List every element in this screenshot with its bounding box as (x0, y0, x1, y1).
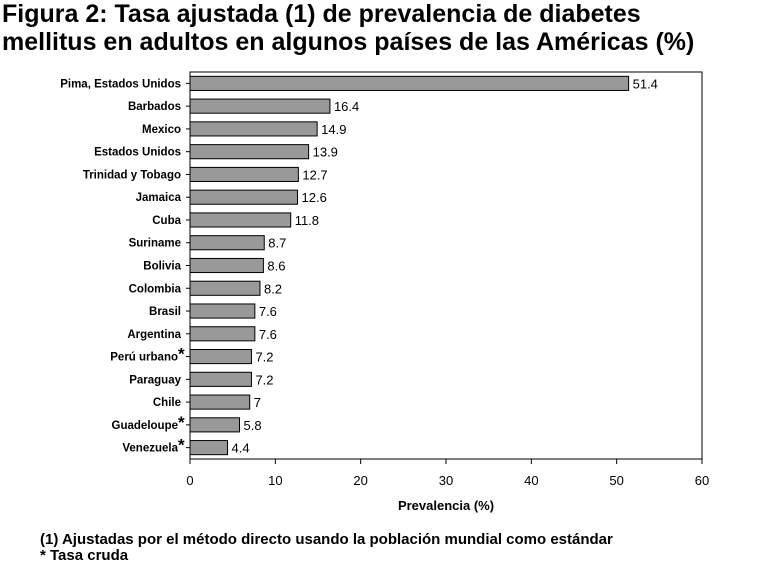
x-tick-label: 60 (695, 473, 709, 488)
footnote-crude: * Tasa cruda (40, 547, 129, 564)
title-line-1: Figura 2: Tasa ajustada (1) de prevalenc… (2, 0, 641, 28)
value-label: 4.4 (232, 441, 250, 456)
value-label: 8.2 (264, 281, 282, 296)
value-label: 8.6 (267, 259, 285, 274)
value-label: 12.7 (302, 167, 327, 182)
category-label: Guadeloupe (112, 420, 178, 432)
crude-rate-marker: * (178, 436, 185, 455)
category-label: Trinidad y Tobago (83, 169, 181, 181)
category-label: Perú urbano (110, 352, 178, 364)
value-label: 7.6 (259, 327, 277, 342)
value-label: 7.6 (259, 304, 277, 319)
bar-chile (189, 394, 251, 410)
category-label: Colombia (129, 283, 182, 295)
category-label: Bolivia (143, 261, 181, 273)
bar-guadeloupe (189, 417, 240, 433)
category-label: Estados Unidos (94, 147, 181, 159)
bar-pima-estados-unidos (189, 75, 630, 91)
category-label: Jamaica (136, 192, 182, 204)
bar-bolivia (189, 257, 264, 274)
x-axis-label: Prevalencia (%) (398, 498, 494, 513)
category-label: Brasil (149, 306, 181, 318)
bar-venezuela (189, 440, 229, 456)
category-label: Venezuela (122, 443, 178, 455)
value-label: 5.8 (243, 418, 261, 433)
category-label: Pima, Estados Unidos (60, 78, 181, 90)
bars-group: Pima, Estados Unidos 51.4 Barbados 16.4 Mexi… (60, 75, 658, 456)
bar-barbados (189, 98, 331, 114)
x-tick-label: 40 (524, 473, 538, 488)
value-label: 7 (254, 395, 261, 410)
value-label: 12.6 (302, 190, 327, 205)
category-label: Suriname (129, 238, 181, 250)
value-label: 13.9 (313, 145, 338, 160)
x-tick-label: 10 (268, 473, 282, 488)
bar-colombia (189, 280, 261, 296)
category-label: Argentina (127, 329, 181, 341)
x-tick-label: 0 (186, 473, 193, 488)
x-tick-label: 30 (439, 473, 453, 488)
x-tick-label: 20 (353, 473, 367, 488)
category-label: Mexico (142, 124, 181, 136)
x-tick-label: 50 (609, 473, 623, 488)
crude-rate-marker: * (178, 345, 185, 364)
footnote-adjusted: (1) Ajustadas por el método directo usan… (40, 531, 613, 548)
bar-estados-unidos (189, 144, 310, 160)
bar-peru-urbano (189, 349, 252, 365)
x-axis: 0 10 20 30 40 50 60 (186, 82, 709, 488)
title-line-2: mellitus en adultos en algunos países de… (2, 28, 695, 56)
footnotes: (1) Ajustadas por el método directo usan… (40, 532, 613, 564)
category-label: Chile (153, 397, 181, 409)
value-label: 14.9 (321, 122, 346, 137)
bar-cuba (189, 212, 292, 228)
bar-argentina (189, 326, 256, 342)
bar-chart: Pima, Estados Unidos 51.4 Barbados 16.4 Mexi… (60, 71, 709, 513)
plot-area (189, 71, 703, 460)
chart-title: Figura 2: Tasa ajustada (1) de prevalenc… (2, 0, 694, 56)
bar-suriname (189, 235, 265, 251)
category-label: Barbados (128, 101, 181, 113)
bar-trinidad-y-tobago (189, 166, 299, 182)
category-label: Cuba (152, 215, 181, 227)
bar-paraguay (189, 371, 252, 387)
bar-mexico (189, 121, 318, 137)
value-label: 7.2 (255, 372, 273, 387)
value-label: 8.7 (268, 236, 286, 251)
category-label: Paraguay (129, 374, 181, 386)
value-label: 16.4 (334, 99, 359, 114)
bar-jamaica (189, 189, 299, 205)
crude-rate-marker: * (178, 413, 185, 432)
value-label: 7.2 (255, 350, 273, 365)
value-label: 11.8 (295, 213, 319, 228)
value-label: 51.4 (633, 76, 658, 91)
bar-brasil (189, 303, 256, 319)
